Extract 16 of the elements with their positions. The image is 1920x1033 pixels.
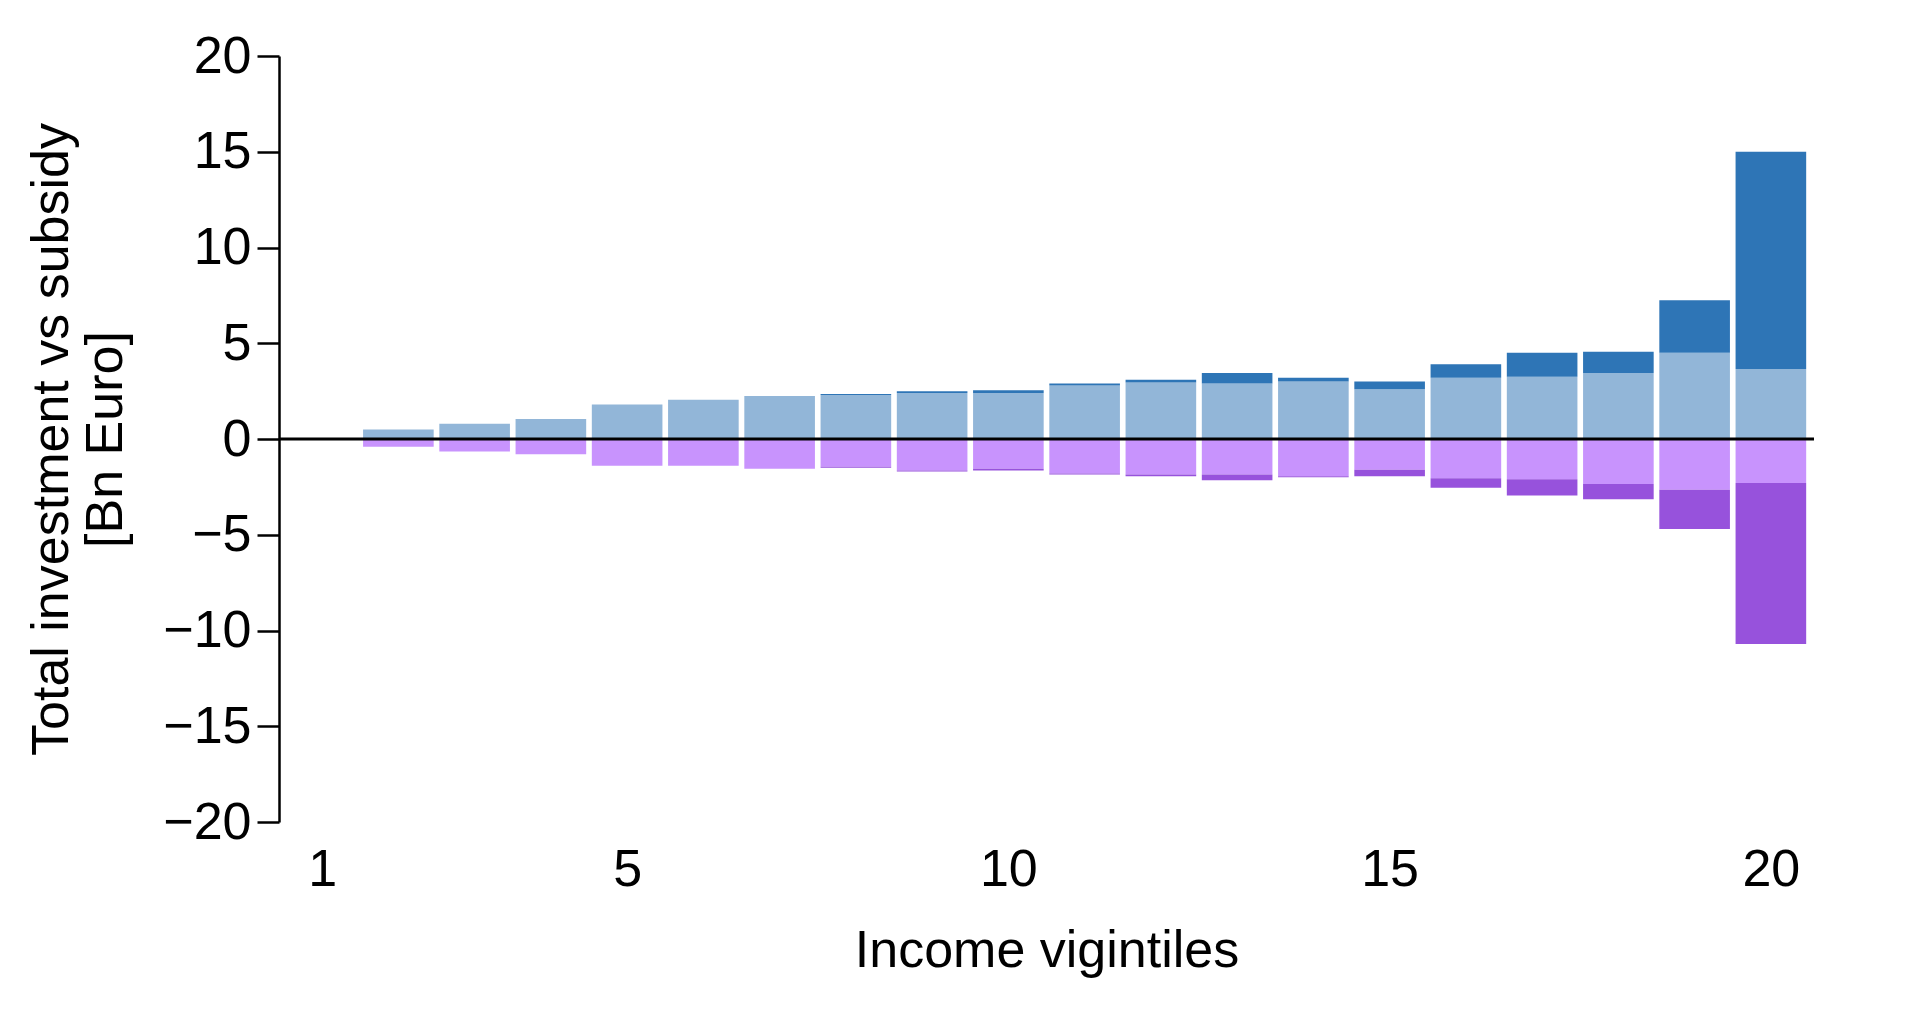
y-tick-label: 20 — [193, 25, 252, 84]
y-tick-label: −5 — [192, 504, 252, 563]
y-tick-label: −10 — [163, 600, 252, 658]
y-tick-label: 0 — [222, 408, 252, 467]
y-tick-label: −20 — [163, 791, 252, 850]
x-tick-label: 1 — [308, 838, 338, 897]
x-tick-label: 15 — [1361, 838, 1420, 897]
y-tick-label: 5 — [222, 312, 252, 371]
y-tick-label: 10 — [193, 217, 252, 275]
x-axis-title: Income vigintiles — [854, 919, 1240, 978]
x-tick-label: 10 — [979, 838, 1038, 897]
y-axis-title: Total investment vs subsidy [Bn Euro] — [21, 123, 134, 756]
x-tick-label: 5 — [613, 838, 643, 897]
y-tick-label: −15 — [163, 695, 252, 754]
x-tick-label: 20 — [1742, 838, 1801, 897]
y-tick-label: 15 — [193, 121, 252, 180]
